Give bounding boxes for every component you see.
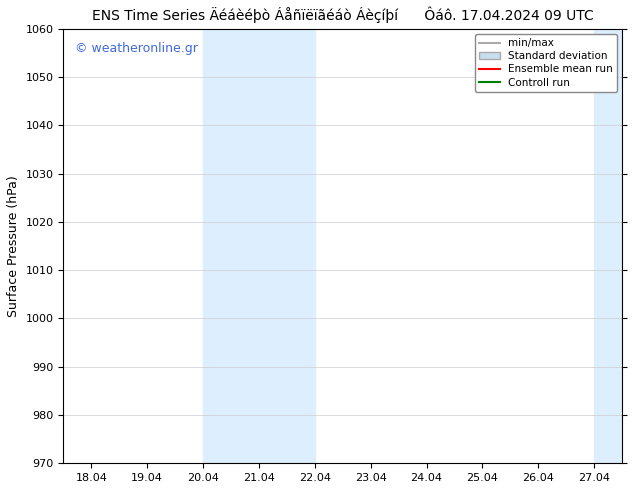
Y-axis label: Surface Pressure (hPa): Surface Pressure (hPa) <box>7 175 20 317</box>
Bar <box>203 29 315 464</box>
Bar <box>594 29 622 464</box>
Text: © weatheronline.gr: © weatheronline.gr <box>75 42 197 55</box>
Title: ENS Time Series Äéáèéþò Áåñïëïãéáò Áèçíþí      Ôáô. 17.04.2024 09 UTC: ENS Time Series Äéáèéþò Áåñïëïãéáò Áèçíþ… <box>92 7 593 24</box>
Legend: min/max, Standard deviation, Ensemble mean run, Controll run: min/max, Standard deviation, Ensemble me… <box>475 34 617 92</box>
